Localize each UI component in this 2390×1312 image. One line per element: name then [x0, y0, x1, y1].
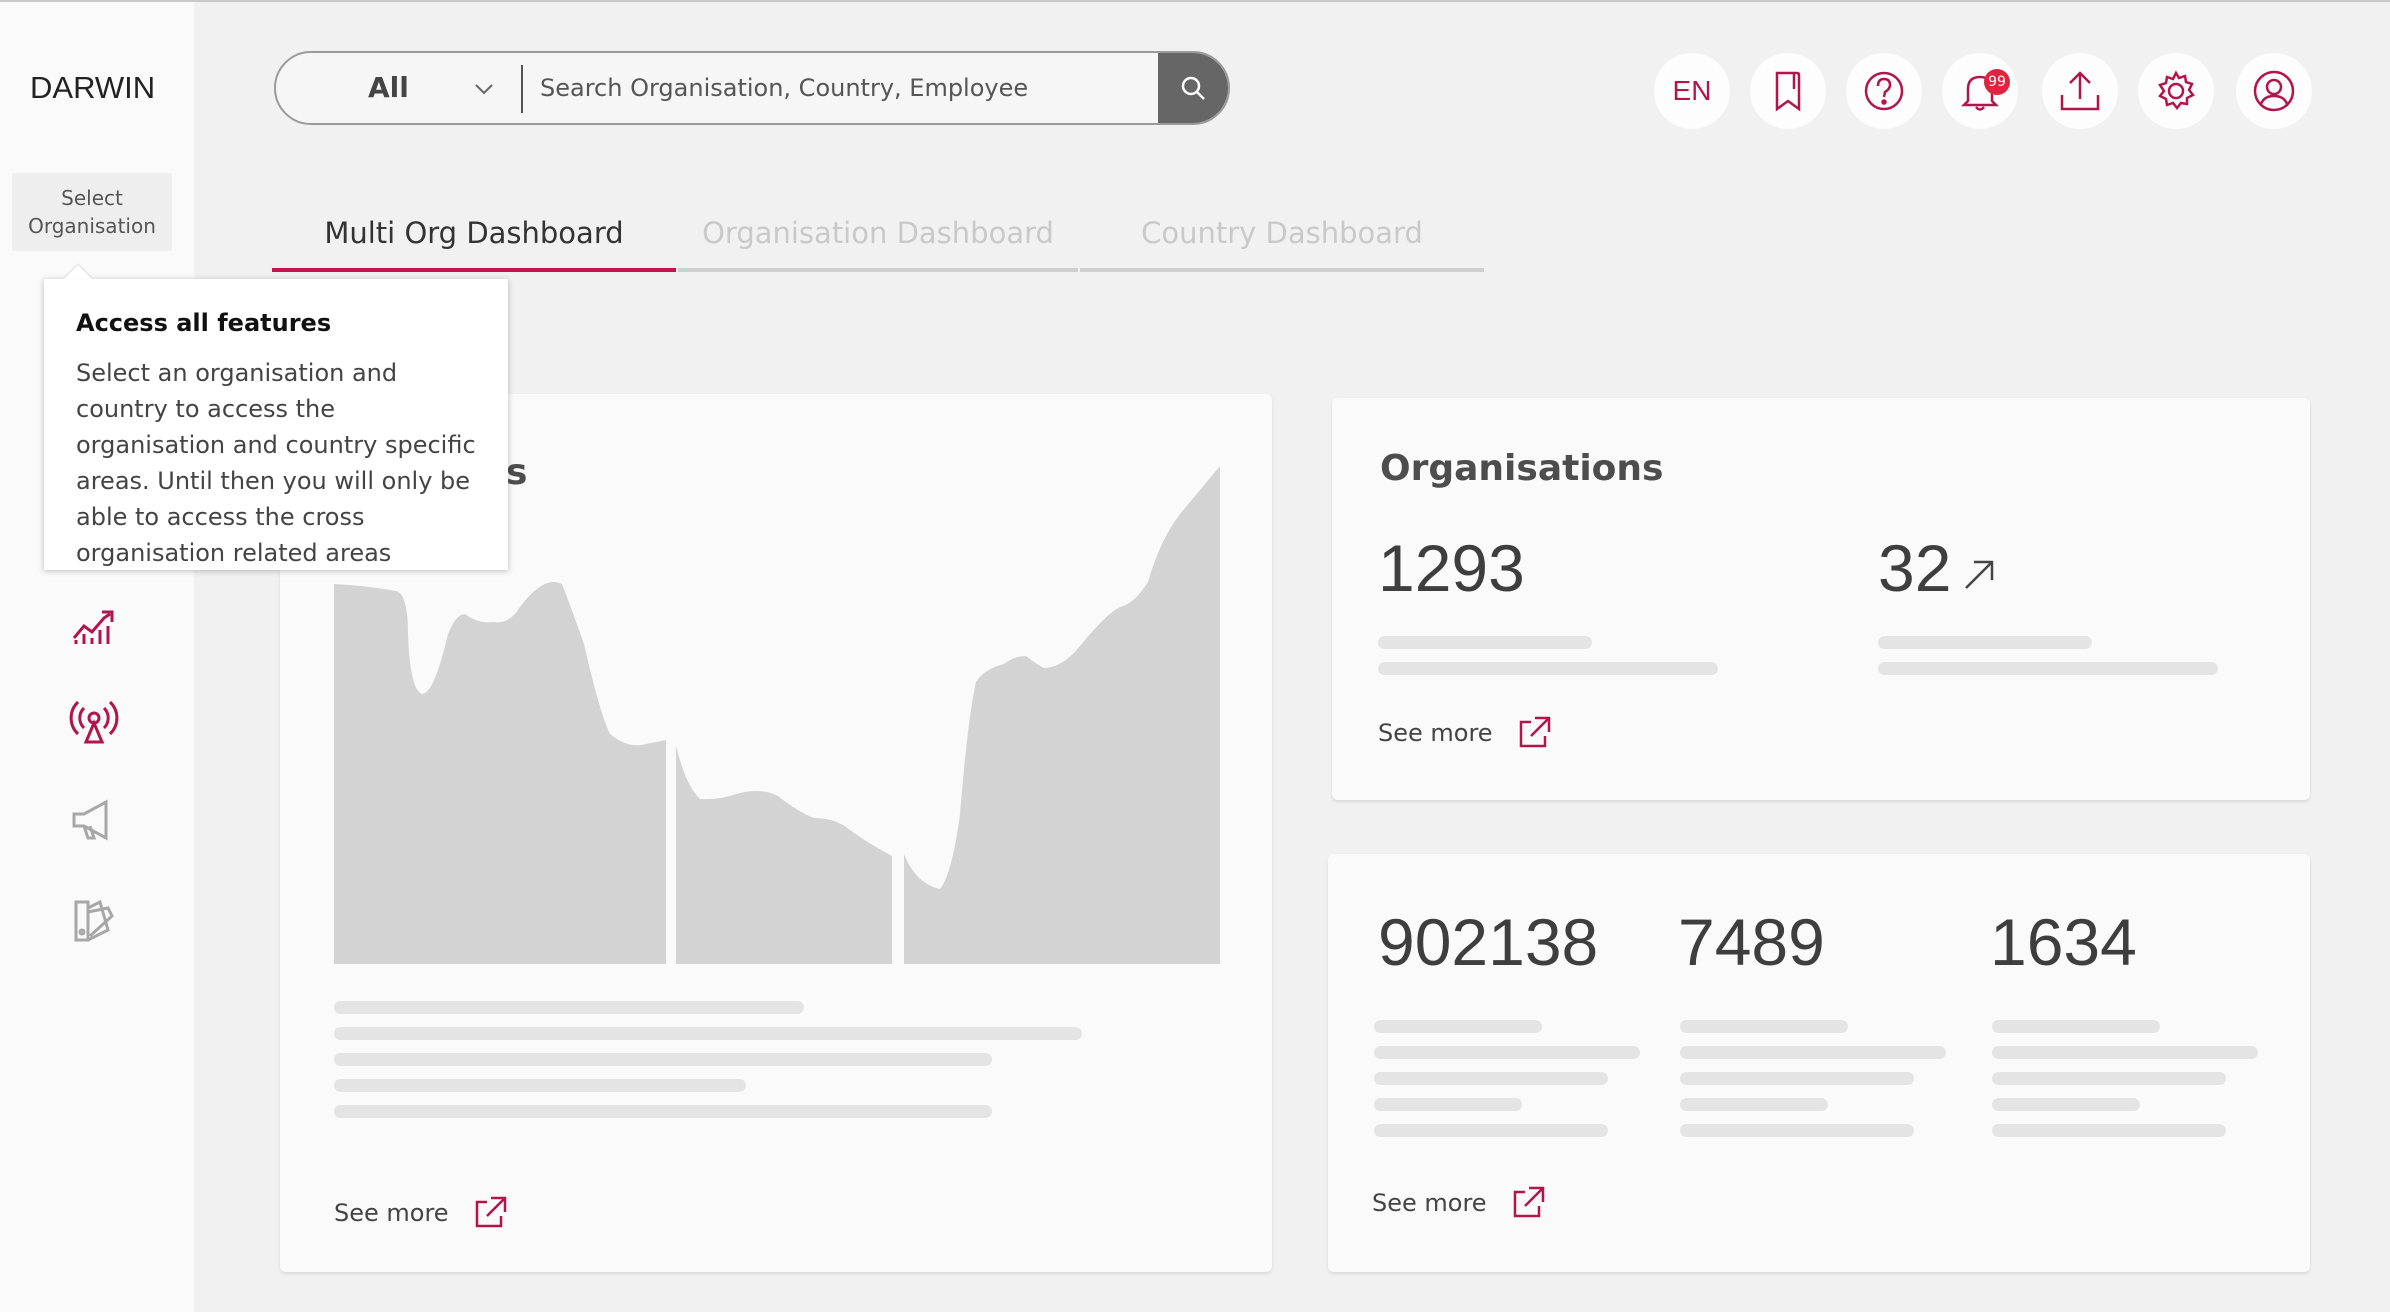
help-button[interactable]	[1846, 53, 1922, 129]
search-scope-label: All	[368, 71, 409, 104]
search-button[interactable]	[1158, 53, 1228, 123]
external-link-icon	[1519, 716, 1550, 748]
organisations-title: Organisations	[1380, 448, 1664, 489]
placeholder-line	[1992, 1124, 2226, 1137]
placeholder-line	[334, 1027, 1082, 1040]
placeholder-line	[1878, 636, 2092, 649]
app-logo[interactable]: DARWIN	[30, 70, 156, 105]
placeholder-line	[1992, 1020, 2160, 1033]
placeholder-line	[1680, 1098, 1828, 1111]
placeholder-line	[1378, 636, 1592, 649]
trend-up-arrow-icon	[1965, 560, 1994, 589]
chart-card-title: s	[506, 452, 528, 493]
stats-card: 902138 7489 1634 See more	[1328, 854, 2310, 1272]
tooltip-title: Access all features	[76, 309, 332, 337]
chart-area-segment-2	[676, 746, 892, 964]
chevron-down-icon	[475, 84, 493, 95]
see-more-label: See more	[1378, 719, 1493, 747]
megaphone-icon[interactable]	[66, 792, 122, 848]
area-chart	[334, 466, 1220, 964]
organisations-change: 32	[1878, 531, 1952, 605]
language-label: EN	[1672, 75, 1712, 106]
placeholder-line	[1374, 1020, 1542, 1033]
see-more-label: See more	[334, 1199, 449, 1227]
notification-badge: 99	[1984, 69, 2010, 95]
chart-area-segment-1	[334, 582, 666, 964]
see-more-link[interactable]: See more	[1372, 1184, 1547, 1222]
search-input[interactable]	[540, 67, 1100, 109]
language-button[interactable]: EN	[1654, 53, 1730, 129]
stat-value-3: 1634	[1990, 905, 2137, 979]
upload-icon	[2060, 71, 2100, 111]
placeholder-line	[1680, 1020, 1848, 1033]
placeholder-line	[334, 1079, 746, 1092]
bookmark-icon	[1775, 71, 1801, 112]
placeholder-line	[1992, 1046, 2258, 1059]
external-link-icon	[475, 1196, 506, 1228]
placeholder-line	[1378, 662, 1718, 675]
placeholder-line	[1680, 1124, 1914, 1137]
organisations-count: 1293	[1378, 531, 1525, 605]
tab-country-dashboard[interactable]: Country Dashboard	[1080, 198, 1484, 272]
search-scope-select[interactable]: All	[276, 53, 521, 123]
help-icon	[1864, 71, 1904, 111]
stat-value-2: 7489	[1678, 905, 1825, 979]
swatch-palette-icon[interactable]	[66, 892, 122, 948]
profile-button[interactable]	[2236, 53, 2312, 129]
placeholder-line	[1992, 1098, 2140, 1111]
tab-multi-org-dashboard[interactable]: Multi Org Dashboard	[272, 198, 676, 272]
see-more-link[interactable]: See more	[334, 1194, 509, 1232]
placeholder-line	[1374, 1098, 1522, 1111]
placeholder-line	[1374, 1072, 1608, 1085]
placeholder-line	[1992, 1072, 2226, 1085]
search-divider	[521, 65, 523, 113]
placeholder-line	[334, 1105, 992, 1118]
placeholder-line	[1374, 1046, 1640, 1059]
sidebar: DARWIN Select Organisation	[0, 2, 194, 1312]
chart-area-segment-3	[904, 466, 1220, 964]
settings-icon	[2158, 70, 2195, 111]
search-icon	[1181, 76, 1205, 100]
placeholder-line	[1680, 1072, 1914, 1085]
upload-button[interactable]	[2042, 53, 2118, 129]
select-organisation-button[interactable]: Select Organisation	[12, 173, 172, 251]
organisations-card: Organisations 1293 32 See more	[1332, 398, 2310, 800]
notifications-button[interactable]: 99	[1942, 53, 2018, 129]
broadcast-tower-icon[interactable]	[66, 692, 122, 748]
settings-button[interactable]	[2138, 53, 2214, 129]
placeholder-line	[1374, 1124, 1608, 1137]
tab-organisation-dashboard[interactable]: Organisation Dashboard	[678, 198, 1078, 272]
see-more-label: See more	[1372, 1189, 1487, 1217]
placeholder-line	[334, 1001, 804, 1014]
stat-value-1: 902138	[1378, 905, 1599, 979]
growth-chart-icon[interactable]	[66, 596, 122, 652]
search-bar: All	[274, 51, 1230, 125]
bookmark-button[interactable]	[1750, 53, 1826, 129]
see-more-link[interactable]: See more	[1378, 714, 1553, 752]
external-link-icon	[1513, 1186, 1544, 1218]
tooltip-body: Select an organisation and country to ac…	[76, 359, 476, 567]
placeholder-line	[1878, 662, 2218, 675]
placeholder-line	[334, 1053, 992, 1066]
placeholder-line	[1680, 1046, 1946, 1059]
user-icon	[2253, 70, 2295, 112]
access-features-tooltip: Access all features Select an organisati…	[44, 279, 508, 570]
